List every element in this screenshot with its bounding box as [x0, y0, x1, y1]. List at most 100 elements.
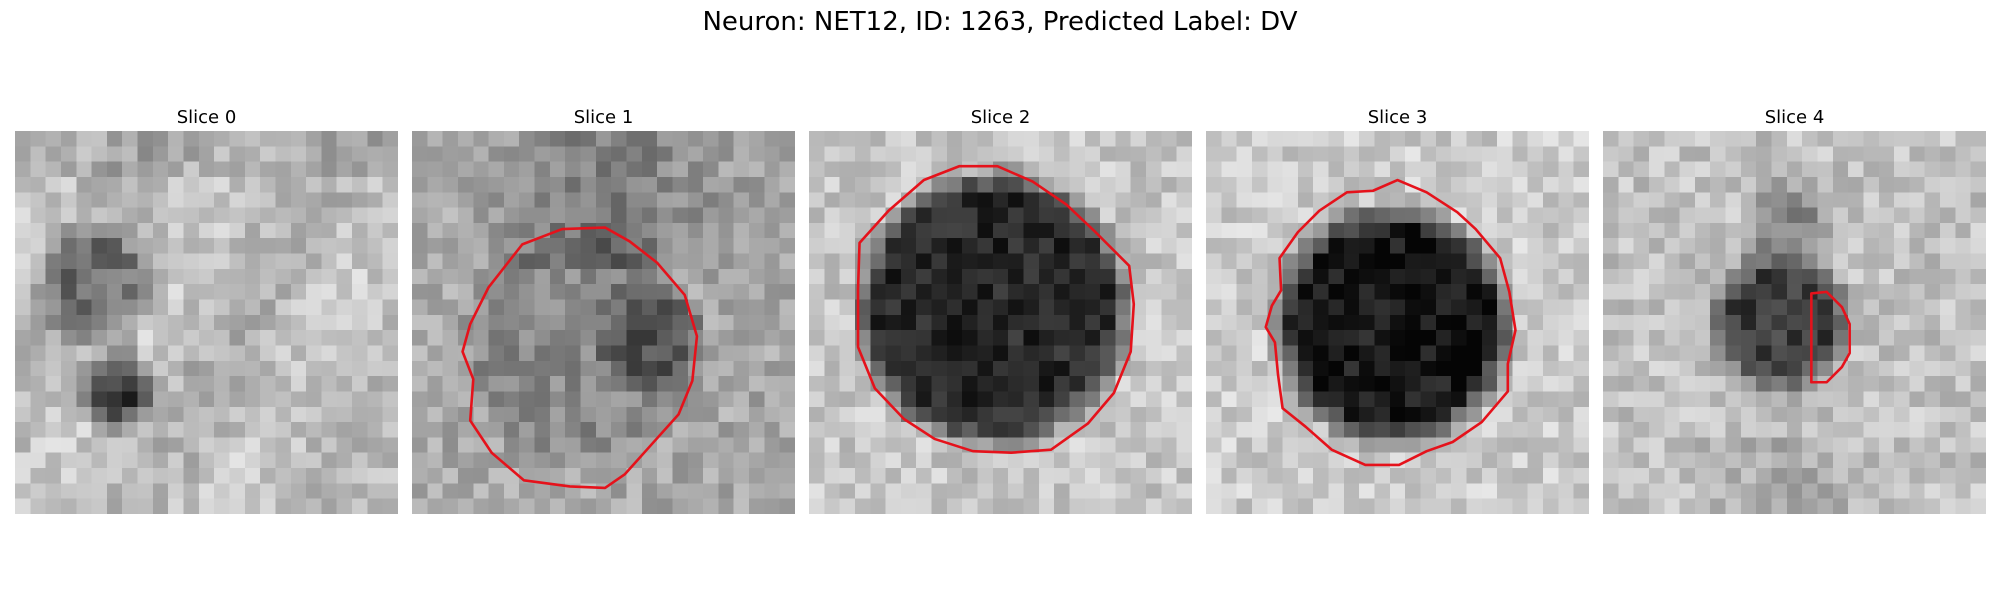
- pixel: [1389, 192, 1406, 208]
- pixel: [488, 391, 505, 408]
- pixel: [519, 498, 535, 514]
- pixel: [457, 483, 474, 499]
- pixel: [1405, 345, 1421, 362]
- pixel: [244, 192, 261, 208]
- pixel: [214, 483, 230, 499]
- pixel: [1343, 391, 1360, 408]
- pixel: [1038, 222, 1055, 239]
- pixel: [1069, 406, 1086, 423]
- pixel: [1894, 238, 1910, 254]
- pixel: [565, 345, 581, 362]
- pixel: [1771, 207, 1788, 224]
- pixel: [565, 437, 581, 454]
- pixel: [1756, 222, 1772, 239]
- pixel: [1374, 314, 1391, 331]
- pixel: [854, 452, 871, 469]
- pixel: [1084, 422, 1101, 438]
- pixel: [1618, 376, 1634, 392]
- pixel: [1435, 406, 1452, 423]
- pixel: [76, 299, 92, 316]
- pixel: [1512, 222, 1529, 239]
- pixel: [611, 207, 627, 224]
- pixel: [321, 253, 338, 270]
- pixel: [1679, 192, 1696, 208]
- pixel: [672, 468, 689, 484]
- pixel: [749, 207, 765, 224]
- pixel: [1848, 176, 1864, 193]
- pixel: [565, 330, 581, 346]
- pixel: [229, 376, 246, 392]
- pixel: [473, 161, 489, 178]
- pixel: [1740, 176, 1757, 193]
- pixel: [931, 483, 948, 499]
- pixel: [1282, 468, 1299, 484]
- pixel: [1069, 391, 1086, 408]
- pixel: [352, 498, 368, 514]
- pixel: [488, 406, 505, 423]
- pixel: [657, 238, 673, 254]
- pixel: [1267, 498, 1283, 514]
- pixel: [229, 391, 246, 408]
- pixel: [1206, 391, 1222, 408]
- pixel: [382, 284, 398, 300]
- pixel: [275, 360, 292, 377]
- pixel: [488, 483, 505, 499]
- pixel: [168, 406, 184, 423]
- pixel: [1909, 222, 1926, 239]
- pixel: [306, 452, 322, 469]
- pixel: [168, 131, 184, 147]
- pixel: [122, 422, 138, 438]
- pixel: [152, 391, 169, 408]
- pixel: [1924, 498, 1941, 514]
- pixel: [749, 376, 765, 392]
- pixel: [1679, 268, 1696, 285]
- pixel: [870, 161, 886, 178]
- pixel: [1389, 498, 1406, 514]
- pixel: [1802, 299, 1818, 316]
- pixel: [457, 176, 474, 193]
- pixel: [1924, 360, 1941, 377]
- pixel: [870, 146, 886, 162]
- pixel: [1297, 406, 1314, 423]
- pixel: [611, 268, 627, 285]
- pixel: [1878, 284, 1895, 300]
- pixel: [106, 253, 123, 270]
- pixel: [1573, 406, 1589, 423]
- pixel: [198, 192, 215, 208]
- pixel: [137, 161, 154, 178]
- pixel: [870, 238, 886, 254]
- pixel: [1267, 468, 1283, 484]
- pixel: [1206, 345, 1222, 362]
- pixel: [1633, 376, 1650, 392]
- pixel: [809, 391, 825, 408]
- pixel: [1069, 376, 1086, 392]
- pixel: [1527, 437, 1544, 454]
- slice-title: Slice 3: [1367, 107, 1428, 128]
- pixel: [549, 391, 566, 408]
- pixel: [198, 207, 215, 224]
- pixel: [962, 376, 978, 392]
- pixel: [427, 376, 443, 392]
- pixel: [1848, 452, 1864, 469]
- pixel: [779, 176, 795, 193]
- pixel: [1267, 176, 1283, 193]
- pixel: [1694, 483, 1711, 499]
- pixel: [672, 483, 689, 499]
- pixel: [275, 391, 292, 408]
- pixel: [977, 299, 994, 316]
- pixel: [1313, 468, 1329, 484]
- pixel: [657, 146, 673, 162]
- pixel: [1206, 468, 1222, 484]
- pixel: [1405, 391, 1421, 408]
- pixel: [672, 176, 689, 193]
- pixel: [1297, 192, 1314, 208]
- pixel: [1420, 222, 1437, 239]
- pixel: [931, 330, 948, 346]
- pixel: [1161, 176, 1177, 193]
- pixel: [260, 161, 276, 178]
- pixel: [352, 330, 368, 346]
- pixel: [519, 422, 535, 438]
- pixel: [1603, 437, 1619, 454]
- pixel: [183, 131, 200, 147]
- pixel: [352, 468, 368, 484]
